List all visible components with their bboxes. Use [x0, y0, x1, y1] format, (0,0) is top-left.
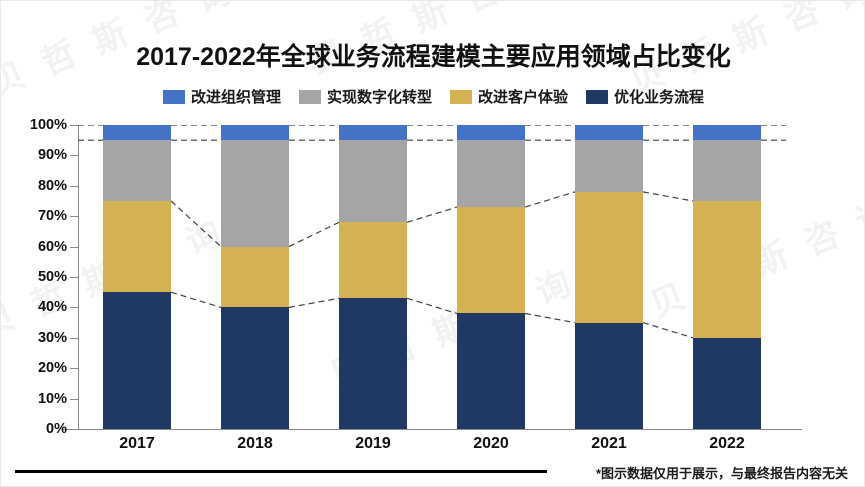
y-axis-tick-mark: [70, 398, 78, 400]
bar-segment[interactable]: [457, 125, 525, 141]
y-axis-tick-label: 50%: [37, 269, 67, 285]
bar-segment[interactable]: [575, 191, 643, 323]
bar-stack[interactable]: [339, 125, 407, 429]
x-axis-tick-label: 2021: [591, 435, 627, 452]
legend-item-label: 实现数字化转型: [326, 89, 432, 106]
bar-segment[interactable]: [221, 246, 289, 308]
y-axis-tick-mark: [70, 368, 78, 370]
x-axis-tick-label: 2022: [709, 435, 745, 452]
x-axis-tick-label: 2017: [119, 435, 155, 452]
y-axis-tick-mark: [70, 307, 78, 309]
y-axis-tick-mark: [70, 155, 78, 157]
chart-title: 2017-2022年全球业务流程建模主要应用领域占比变化: [136, 43, 731, 71]
bar-segment[interactable]: [575, 125, 643, 141]
bar-segment[interactable]: [339, 140, 407, 223]
bar-segment[interactable]: [575, 140, 643, 192]
bar-stack[interactable]: [221, 125, 289, 429]
bar-segment[interactable]: [221, 140, 289, 247]
bar-segment[interactable]: [693, 201, 761, 338]
x-axis-tick-label: 2019: [355, 435, 391, 452]
legend-item[interactable]: 实现数字化转型: [298, 86, 432, 107]
y-axis-labels: 0% 10% 20% 30% 40% 50% 60% 70% 80% 90% 100%: [9, 1, 67, 486]
legend-swatch-icon: [450, 89, 472, 104]
y-axis-tick-mark: [70, 429, 78, 430]
bar-segment[interactable]: [103, 201, 171, 293]
bar-segment[interactable]: [457, 207, 525, 314]
legend-item-label: 改进客户体验: [478, 89, 569, 106]
legend-swatch-icon: [298, 89, 321, 104]
y-axis-tick-mark: [70, 185, 78, 187]
y-axis-tick-mark: [70, 246, 78, 248]
y-axis-tick-label: 80%: [37, 177, 67, 194]
chart-legend: 改进组织管理 实现数字化转型 改进客户体验 优化业务流程: [1, 86, 864, 107]
bars-container: [78, 125, 786, 429]
legend-item[interactable]: 优化业务流程: [586, 86, 704, 107]
footer-divider: [15, 470, 547, 473]
bar-segment[interactable]: [103, 292, 171, 429]
legend-item[interactable]: 改进客户体验: [450, 86, 568, 107]
legend-item-label: 改进组织管理: [190, 89, 281, 106]
y-axis-tick-mark: [70, 216, 78, 218]
y-axis-tick-label: 100%: [29, 117, 67, 133]
chart-footnote: *图示数据仅用于展示，与最终报告内容无关: [595, 466, 848, 481]
bar-stack[interactable]: [575, 125, 643, 429]
plot-area: [78, 125, 786, 429]
bar-segment[interactable]: [339, 125, 407, 141]
bar-segment[interactable]: [339, 222, 407, 299]
bar-segment[interactable]: [339, 298, 407, 429]
bar-segment[interactable]: [221, 125, 289, 141]
y-axis-tick-mark: [70, 277, 78, 278]
bar-segment[interactable]: [221, 307, 289, 429]
x-axis-tick-label: 2018: [237, 435, 273, 452]
bar-segment[interactable]: [693, 140, 761, 201]
y-axis-tick-label: 40%: [37, 299, 67, 316]
x-axis-tick-label: 2020: [473, 435, 509, 452]
legend-item-label: 优化业务流程: [614, 89, 705, 106]
x-axis-line: [62, 429, 802, 430]
legend-swatch-icon: [586, 89, 609, 104]
y-axis-tick-label: 10%: [37, 390, 67, 407]
y-axis-tick-label: 0%: [46, 421, 67, 437]
bar-stack[interactable]: [693, 125, 761, 429]
bar-segment[interactable]: [693, 337, 761, 429]
bar-segment[interactable]: [457, 313, 525, 429]
bar-segment[interactable]: [103, 140, 171, 201]
bar-segment[interactable]: [457, 140, 525, 208]
bar-segment[interactable]: [575, 322, 643, 429]
y-axis-tick-label: 60%: [37, 238, 67, 255]
legend-swatch-icon: [162, 89, 185, 104]
bar-segment[interactable]: [103, 125, 171, 141]
bar-stack[interactable]: [457, 125, 525, 429]
y-axis-tick-label: 20%: [37, 360, 67, 377]
y-axis-tick-label: 30%: [37, 329, 67, 346]
y-axis-tick-label: 90%: [37, 147, 67, 164]
y-axis-tick-label: 70%: [37, 208, 67, 225]
legend-item[interactable]: 改进组织管理: [162, 86, 281, 107]
y-axis-line: [78, 125, 79, 430]
bar-segment[interactable]: [693, 125, 761, 141]
y-axis-tick-mark: [70, 125, 78, 126]
bar-stack[interactable]: [103, 125, 171, 429]
y-axis-tick-mark: [70, 337, 78, 339]
